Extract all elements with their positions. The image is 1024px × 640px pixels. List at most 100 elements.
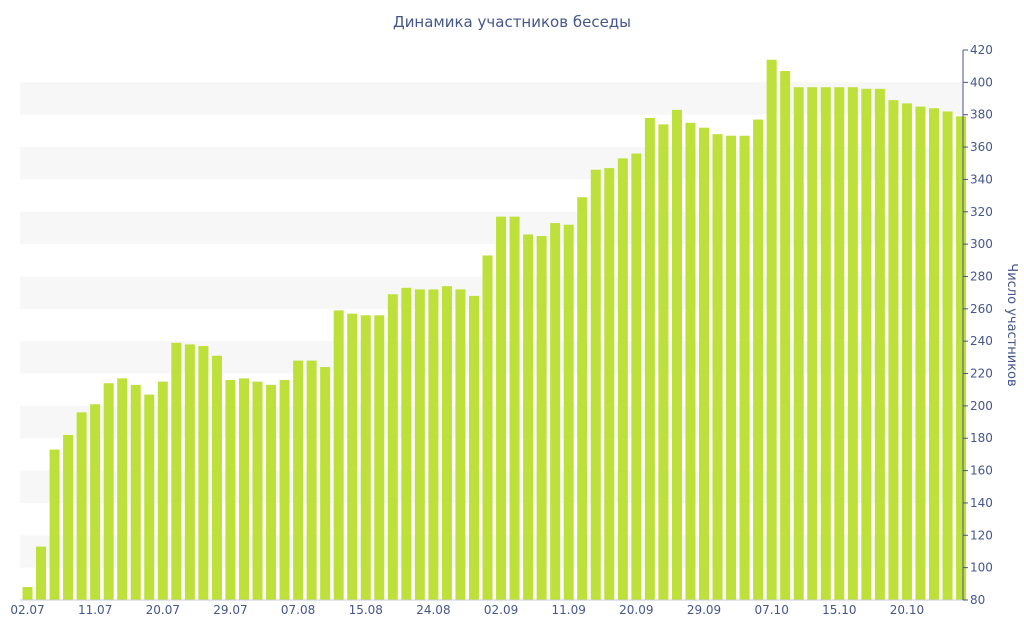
- y-tick-label: 320: [970, 205, 993, 219]
- bar: [658, 124, 669, 600]
- x-tick-label: 02.07: [10, 603, 44, 617]
- y-tick-label: 420: [970, 43, 993, 57]
- x-tick-label: 20.10: [890, 603, 924, 617]
- bar: [211, 355, 222, 600]
- bar: [90, 404, 101, 600]
- bar: [76, 412, 87, 600]
- bar: [360, 315, 371, 600]
- x-tick-label: 20.09: [619, 603, 653, 617]
- bar: [482, 255, 493, 600]
- bar: [117, 378, 128, 600]
- bar: [36, 546, 47, 600]
- bar: [699, 127, 709, 601]
- x-tick-label: 24.08: [416, 603, 450, 617]
- bar: [685, 122, 696, 600]
- bar: [536, 236, 547, 600]
- grid-band: [20, 211, 963, 245]
- x-tick-label: 29.07: [213, 603, 247, 617]
- y-axis: 80 100 120 140 160 180 200 220 240 260 280 300 320 34…: [962, 43, 993, 607]
- bar: [563, 224, 574, 600]
- bar: [942, 111, 953, 600]
- bar: [820, 87, 831, 600]
- bar: [807, 87, 818, 600]
- bar: [306, 360, 317, 600]
- bar: [468, 295, 479, 600]
- y-tick-label: 140: [970, 496, 993, 510]
- bar: [414, 289, 425, 600]
- x-tick-label: 11.07: [78, 603, 112, 617]
- bar: [455, 289, 466, 600]
- bar: [617, 158, 628, 600]
- y-tick-label: 120: [970, 528, 993, 542]
- bar: [644, 117, 655, 600]
- bar: [184, 344, 195, 600]
- bar: [956, 116, 967, 600]
- x-tick-label: 07.08: [281, 603, 315, 617]
- grid-band: [20, 147, 963, 180]
- bar: [766, 59, 777, 600]
- bar: [198, 346, 209, 600]
- bar: [22, 587, 33, 600]
- bar: [604, 168, 615, 600]
- bar: [590, 169, 601, 600]
- bar: [861, 88, 872, 600]
- bar: [293, 360, 304, 600]
- bar: [550, 223, 561, 600]
- y-tick-label: 160: [970, 464, 993, 478]
- bar: [671, 109, 682, 600]
- bar: [49, 449, 60, 600]
- bar: [496, 216, 507, 600]
- x-axis: 02.07 11.07 20.07 29.07 07.08 15.08 24.08 02.09…: [10, 599, 963, 617]
- bar: [523, 234, 534, 600]
- bar: [793, 87, 804, 600]
- bar: [320, 367, 331, 600]
- y-tick-label: 220: [970, 367, 993, 381]
- bar: [834, 87, 845, 600]
- x-tick-label: 20.07: [146, 603, 180, 617]
- y-tick-label: 280: [970, 269, 993, 283]
- bar: [712, 134, 723, 600]
- x-tick-label: 15.08: [349, 603, 383, 617]
- bar: [509, 216, 520, 600]
- chart-title: Динамика участников беседы: [392, 13, 632, 31]
- bar: [577, 197, 588, 600]
- x-tick-label: 02.09: [484, 603, 518, 617]
- x-tick-label: 07.10: [754, 603, 788, 617]
- bar: [279, 380, 290, 600]
- bar: [780, 71, 791, 600]
- bar: [401, 287, 412, 600]
- y-tick-label: 180: [970, 431, 993, 445]
- bar: [753, 119, 764, 600]
- bar: [130, 384, 141, 600]
- bar: [888, 100, 899, 601]
- y-tick-label: 400: [970, 75, 993, 89]
- bar: [63, 435, 74, 600]
- x-tick-label: 29.09: [687, 603, 721, 617]
- bar: [428, 289, 439, 600]
- x-tick-label: 11.09: [552, 603, 586, 617]
- y-tick-label: 340: [970, 172, 993, 186]
- bar: [157, 381, 168, 600]
- bar: [387, 294, 398, 600]
- bar: [441, 286, 452, 600]
- y-tick-label: 240: [970, 334, 993, 348]
- y-tick-label: 360: [970, 140, 993, 154]
- bar: [347, 313, 358, 600]
- bar: [739, 135, 750, 601]
- bar: [225, 380, 236, 600]
- bar: [847, 87, 858, 600]
- bar: [266, 384, 277, 600]
- y-tick-label: 200: [970, 399, 993, 413]
- bar: [333, 310, 344, 600]
- bar: [103, 383, 114, 600]
- x-tick-label: 15.10: [822, 603, 856, 617]
- bar: [726, 135, 737, 601]
- bar: [252, 381, 263, 600]
- bar: [915, 106, 926, 601]
- bar: [929, 108, 940, 601]
- bar: [374, 315, 385, 600]
- y-tick-label: 80: [970, 593, 985, 607]
- y-tick-label: 260: [970, 302, 993, 316]
